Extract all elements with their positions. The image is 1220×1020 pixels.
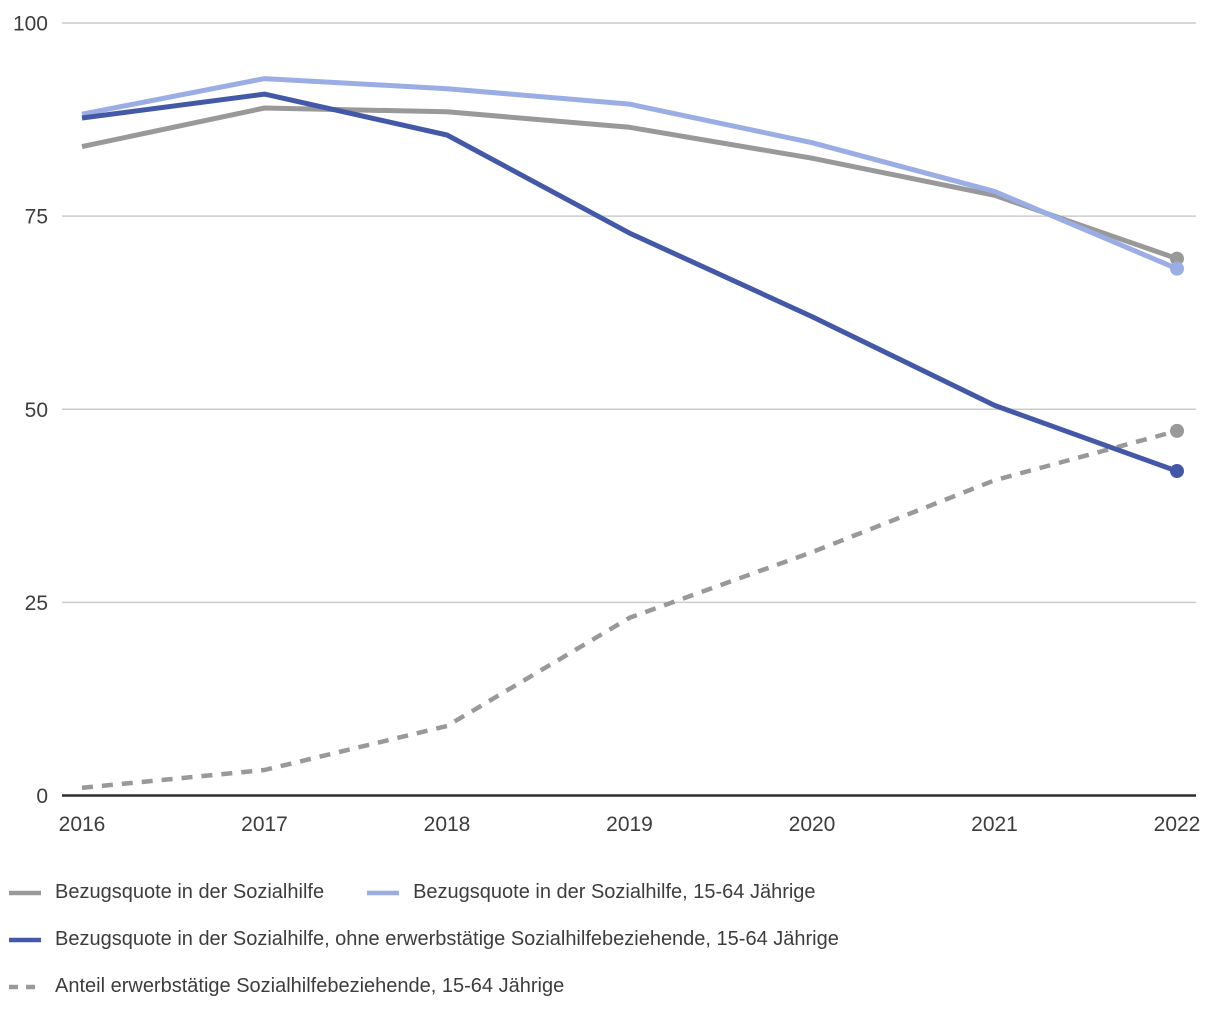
- y-tick-label: 25: [25, 592, 48, 615]
- legend-swatch-line-icon: [9, 937, 41, 942]
- legend-item-0: Bezugsquote in der Sozialhilfe: [8, 869, 324, 916]
- series-end-dot-0: [1170, 251, 1184, 266]
- legend-label: Anteil erwerbstätige Sozialhilfebeziehen…: [55, 975, 565, 997]
- x-tick-label: 2016: [59, 813, 106, 836]
- series-line-1: [81, 76, 1178, 272]
- y-axis-labels: 0 25 50 75 100: [13, 13, 48, 809]
- series-end-dot-2: [1170, 464, 1184, 479]
- legend-item-2: Bezugsquote in der Sozialhilfe, ohne erw…: [8, 916, 839, 963]
- x-tick-label: 2021: [971, 813, 1018, 836]
- series-end-dot-3: [1170, 423, 1184, 438]
- series-end-dot-1: [1170, 261, 1184, 276]
- chart-legend: Bezugsquote in der Sozialhilfe Bezugsquot…: [8, 869, 1212, 1010]
- x-tick-label: 2019: [606, 813, 653, 836]
- series-group: [81, 76, 1178, 791]
- legend-label: Bezugsquote in der Sozialhilfe, ohne erw…: [55, 928, 839, 950]
- series-line-2: [81, 91, 1178, 474]
- series-line-3: [81, 428, 1178, 791]
- x-tick-label: 2020: [789, 813, 836, 836]
- legend-item-3: Anteil erwerbstätige Sozialhilfebeziehen…: [8, 963, 564, 1010]
- gridlines-group: [62, 22, 1196, 797]
- y-tick-label: 100: [13, 13, 48, 36]
- y-tick-label: 50: [25, 399, 48, 422]
- legend-label: Bezugsquote in der Sozialhilfe: [55, 881, 325, 903]
- x-tick-label: 2022: [1154, 813, 1201, 836]
- line-chart: 0 25 50 75 100 2016 2017 2018 2019 2020 2021 2022: [13, 13, 1201, 837]
- x-axis-labels: 2016 2017 2018 2019 2020 2021 2022: [59, 813, 1201, 836]
- legend-item-1: Bezugsquote in der Sozialhilfe, 15-64 Jä…: [366, 869, 816, 916]
- end-markers-group: [1170, 251, 1184, 479]
- x-tick-label: 2018: [424, 813, 471, 836]
- series-line-0: [81, 105, 1178, 261]
- legend-label: Bezugsquote in der Sozialhilfe, 15-64 Jä…: [413, 881, 816, 903]
- legend-swatch-line-icon: [367, 890, 400, 895]
- legend-swatch-line-icon: [9, 890, 41, 895]
- y-tick-label: 75: [25, 206, 48, 229]
- legend-swatch-dashed-line-icon: [9, 984, 41, 989]
- y-tick-label: 0: [36, 785, 48, 808]
- x-tick-label: 2017: [241, 813, 288, 836]
